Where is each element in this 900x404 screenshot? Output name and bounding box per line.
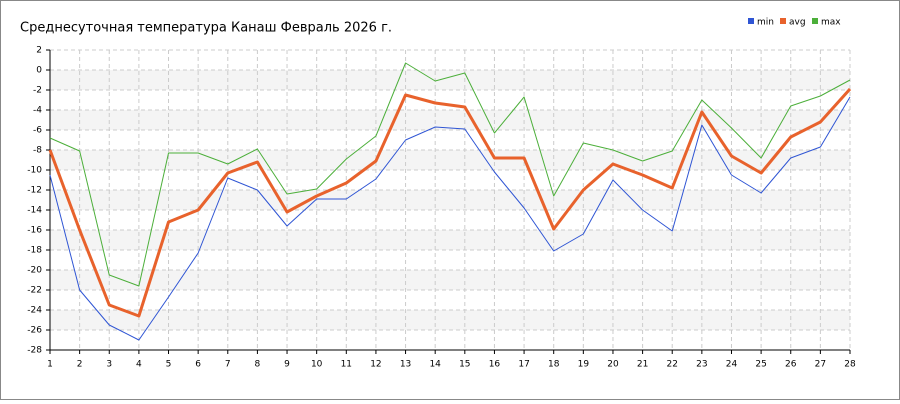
x-tick-label: 10 bbox=[311, 360, 323, 370]
x-tick-label: 9 bbox=[284, 360, 290, 370]
legend-swatch bbox=[748, 18, 754, 24]
legend-label: min bbox=[757, 18, 774, 28]
band bbox=[50, 230, 850, 250]
y-tick-label: -28 bbox=[27, 346, 42, 356]
x-tick-label: 18 bbox=[548, 360, 560, 370]
y-tick-label: -16 bbox=[27, 226, 42, 236]
x-tick-label: 21 bbox=[637, 360, 648, 370]
y-tick-label: -12 bbox=[27, 186, 42, 196]
y-tick-label: -10 bbox=[27, 166, 42, 176]
legend-swatch bbox=[812, 18, 818, 24]
x-tick-label: 6 bbox=[195, 360, 201, 370]
x-tick-label: 28 bbox=[844, 360, 856, 370]
y-tick-label: -6 bbox=[33, 126, 42, 136]
band bbox=[50, 110, 850, 130]
x-tick-label: 25 bbox=[755, 360, 766, 370]
x-tick-label: 23 bbox=[696, 360, 707, 370]
y-tick-label: -4 bbox=[33, 106, 42, 116]
chart-title: Среднесуточная температура Канаш Февраль… bbox=[20, 21, 392, 36]
x-tick-label: 24 bbox=[726, 360, 738, 370]
legend-label: max bbox=[821, 18, 841, 28]
x-tick-label: 7 bbox=[225, 360, 231, 370]
band bbox=[50, 310, 850, 330]
x-tick-label: 2 bbox=[77, 360, 83, 370]
x-tick-label: 13 bbox=[400, 360, 411, 370]
y-tick-label: -20 bbox=[27, 266, 42, 276]
x-tick-label: 19 bbox=[578, 360, 590, 370]
x-tick-label: 8 bbox=[255, 360, 261, 370]
series-line bbox=[48, 87, 852, 318]
x-tick-label: 26 bbox=[785, 360, 797, 370]
x-tick-label: 16 bbox=[489, 360, 501, 370]
x-tick-label: 14 bbox=[429, 360, 441, 370]
y-tick-label: 2 bbox=[36, 46, 42, 56]
x-tick-label: 22 bbox=[666, 360, 677, 370]
x-tick-label: 15 bbox=[459, 360, 470, 370]
x-tick-label: 11 bbox=[341, 360, 352, 370]
y-tick-label: -26 bbox=[27, 326, 42, 336]
y-tick-label: -18 bbox=[27, 246, 42, 256]
band bbox=[50, 190, 850, 210]
x-tick-label: 12 bbox=[370, 360, 381, 370]
x-tick-label: 3 bbox=[106, 360, 112, 370]
x-tick-label: 4 bbox=[136, 360, 142, 370]
y-tick-label: -2 bbox=[33, 86, 42, 96]
y-tick-label: 0 bbox=[36, 66, 42, 76]
y-tick-label: -8 bbox=[33, 146, 42, 156]
y-tick-label: -24 bbox=[27, 306, 42, 316]
band bbox=[50, 70, 850, 90]
series-line bbox=[49, 96, 851, 341]
y-tick-label: -14 bbox=[27, 206, 42, 216]
series-line bbox=[49, 62, 851, 287]
x-tick-label: 20 bbox=[607, 360, 619, 370]
x-tick-label: 27 bbox=[815, 360, 826, 370]
band bbox=[50, 270, 850, 290]
x-tick-label: 1 bbox=[47, 360, 53, 370]
legend-swatch bbox=[780, 18, 786, 24]
y-tick-label: -22 bbox=[27, 286, 42, 296]
x-tick-label: 17 bbox=[518, 360, 529, 370]
legend-label: avg bbox=[789, 18, 806, 28]
x-tick-label: 5 bbox=[166, 360, 172, 370]
